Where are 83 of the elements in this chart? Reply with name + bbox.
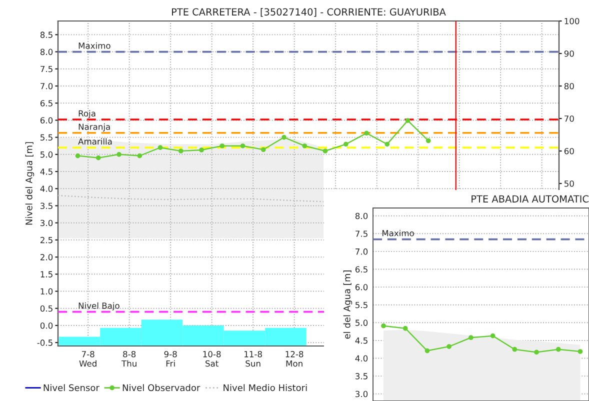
point — [220, 143, 225, 148]
y-tick-label: 3.0 — [40, 220, 53, 226]
y-tick-label: 6.0 — [40, 117, 53, 124]
chart-title: PTE ABADIA AUTOMATIC — [472, 195, 588, 203]
y-tick-label: 2.0 — [40, 254, 53, 260]
point — [512, 346, 518, 352]
y-tick-label: 4.0 — [40, 186, 53, 192]
y-tick-label: 6.5 — [355, 266, 368, 273]
y-tick-label: 7.0 — [40, 82, 53, 90]
point — [578, 349, 583, 354]
y2-tick-label: 50 — [564, 180, 574, 187]
point — [405, 118, 410, 123]
y-tick-label: 4.5 — [40, 168, 52, 175]
point — [96, 155, 101, 160]
point — [556, 346, 561, 352]
point — [178, 148, 184, 154]
y-tick-label: 5.5 — [40, 134, 52, 141]
y-tick-label: 6.5 — [40, 100, 52, 106]
point — [282, 134, 286, 140]
y2-tick-label: 80 — [564, 82, 574, 90]
point — [534, 350, 539, 355]
point — [260, 147, 266, 152]
point — [402, 326, 408, 331]
y-tick-label: 8.0 — [40, 48, 53, 56]
point — [116, 152, 122, 157]
y-tick-label: 7.0 — [356, 248, 368, 255]
point — [322, 148, 328, 154]
y-tick-label: 0.5 — [40, 305, 52, 312]
y-tick-label: 7.5 — [40, 66, 52, 72]
y2-tick-label: 100 — [564, 18, 580, 24]
point — [75, 153, 80, 158]
x-tick-label: 8-8 Thu — [121, 351, 136, 367]
chart-title: PTE CARRETERA - [35027140] - CORRIENTE: GUAYURIBA — [172, 8, 446, 17]
point — [158, 145, 163, 150]
x-tick-label: 9-8 Fri — [164, 351, 177, 367]
point — [424, 348, 430, 354]
point — [446, 344, 452, 349]
y-tick-label: 1.0 — [40, 288, 53, 295]
ref-line-label: Maximo — [78, 42, 110, 49]
y-axis-title: Nivel del Agua [m] — [25, 142, 34, 225]
x-tick-label: 12-8 Mon — [286, 351, 304, 367]
point — [199, 148, 204, 152]
y-tick-label: 2.5 — [40, 236, 52, 244]
point — [364, 130, 369, 136]
ref-line-label: Roja — [78, 110, 96, 118]
x-tick-label: 10-8 Sat — [203, 351, 221, 367]
y-tick-label: 3.5 — [356, 373, 368, 380]
ref-line-label: Nivel Bajo — [78, 302, 120, 310]
y-tick-label: 3.5 — [40, 202, 52, 210]
y-tick-label: 3.0 — [356, 390, 368, 398]
y-tick-label: 0.0 — [40, 322, 53, 329]
y-tick-label: 5.0 — [40, 151, 53, 158]
point — [384, 142, 390, 147]
x-tick-label: 11-8 Sun — [244, 351, 262, 367]
y-tick-label: 4.0 — [355, 355, 368, 362]
point — [490, 333, 496, 338]
point — [137, 153, 142, 158]
y-tick-label: 5.5 — [356, 302, 368, 308]
ref-line-label: Naranja — [78, 123, 110, 132]
y-tick-label: 1.5 — [40, 271, 52, 278]
y2-tick-label: 90 — [564, 50, 574, 57]
point — [302, 143, 308, 148]
y-tick-label: 5.0 — [356, 320, 368, 326]
point — [240, 143, 246, 148]
y-tick-label: -0.5 — [37, 340, 52, 346]
point — [468, 335, 474, 340]
y2-tick-label: 70 — [564, 115, 574, 122]
y-tick-label: 7.5 — [356, 230, 368, 237]
ref-line-label: Amarilla — [78, 138, 112, 145]
y-tick-label: 8.0 — [355, 212, 368, 220]
legend-label: Nivel Medio Histori — [224, 384, 307, 392]
y-tick-label: 8.5 — [40, 32, 52, 38]
x-tick-label: 7-8 Wed — [79, 351, 96, 367]
point — [381, 323, 386, 328]
ref-line-label: Maximo — [382, 230, 414, 236]
point — [343, 142, 348, 147]
legend-label: Nivel Sensor — [44, 384, 100, 392]
legend-label: Nivel Observador — [122, 384, 200, 392]
y2-tick-label: 60 — [564, 148, 574, 154]
y-axis-title: el del Agua [m] — [343, 270, 352, 339]
point — [426, 138, 431, 144]
y-tick-label: 4.5 — [355, 338, 368, 344]
y-tick-label: 6.0 — [355, 284, 368, 290]
